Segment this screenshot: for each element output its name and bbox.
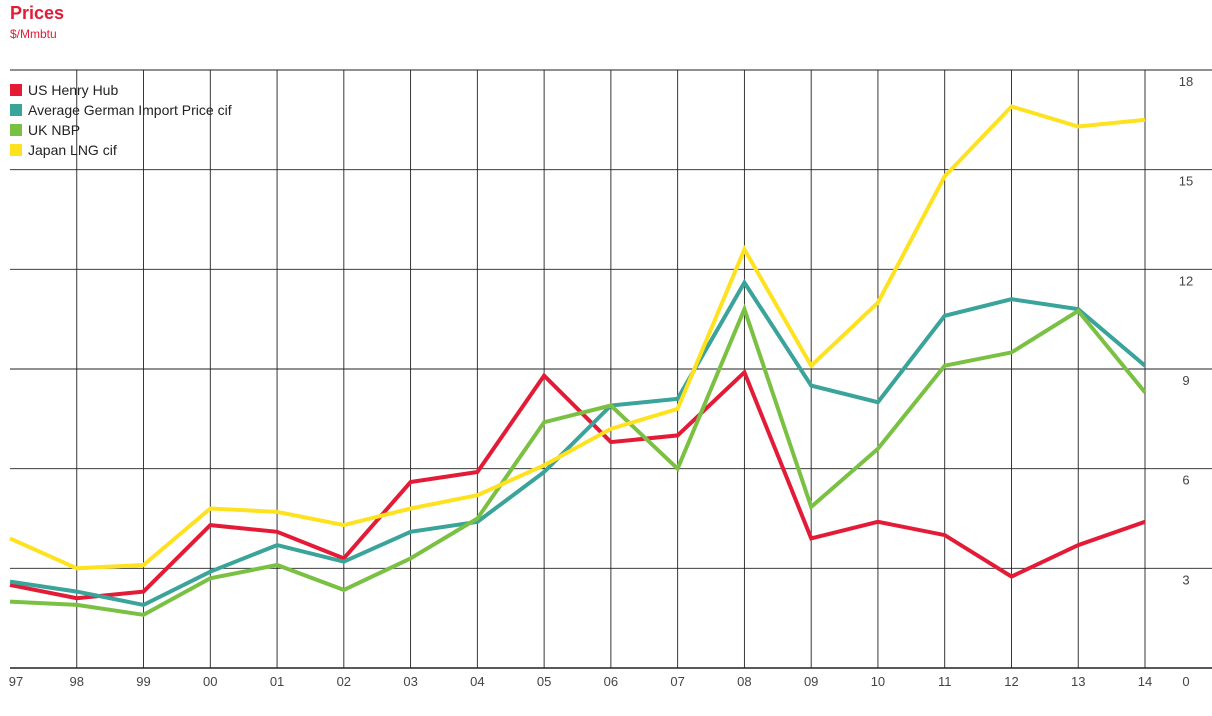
y-tick-label: 15 xyxy=(1179,174,1193,189)
grid-layer xyxy=(10,69,1212,669)
x-tick-label: 05 xyxy=(537,674,551,689)
x-tick-label: 13 xyxy=(1071,674,1085,689)
label-layer: 97 98 99 00 01 02 03 04 05 06 07 08 09 10 11 12 13 14 0369… xyxy=(9,74,1193,689)
x-tick-label: 08 xyxy=(737,674,751,689)
legend-swatch-1 xyxy=(10,104,22,116)
legend-item: US Henry Hub xyxy=(10,80,232,100)
y-tick-label: 3 xyxy=(1182,572,1189,587)
x-tick-label: 97 xyxy=(9,674,23,689)
x-tick-label: 09 xyxy=(804,674,818,689)
y-tick-label: 18 xyxy=(1179,74,1193,89)
legend-swatch-2 xyxy=(10,124,22,136)
x-tick-label: 11 xyxy=(938,674,952,689)
legend: US Henry Hub Average German Import Price… xyxy=(10,80,232,160)
legend-label: UK NBP xyxy=(28,122,81,138)
x-tick-label: 07 xyxy=(670,674,684,689)
x-tick-label: 04 xyxy=(470,674,484,689)
x-tick-label: 02 xyxy=(337,674,351,689)
x-tick-label: 00 xyxy=(203,674,217,689)
legend-item: UK NBP xyxy=(10,120,232,140)
series-layer xyxy=(9,104,1147,617)
x-tick-label: 10 xyxy=(871,674,885,689)
legend-item: Average German Import Price cif xyxy=(10,100,232,120)
x-tick-label: 03 xyxy=(403,674,417,689)
x-tick-label: 98 xyxy=(70,674,84,689)
legend-item: Japan LNG cif xyxy=(10,140,232,160)
chart-title: Prices xyxy=(10,3,65,23)
x-tick-label: 14 xyxy=(1138,674,1152,689)
legend-label: Average German Import Price cif xyxy=(28,102,232,118)
legend-label: US Henry Hub xyxy=(28,82,119,98)
series-line-1 xyxy=(9,278,1147,607)
chart-subtitle: $/Mmbtu xyxy=(10,27,57,41)
y-tick-label: 12 xyxy=(1179,273,1193,288)
y-tick-label: 9 xyxy=(1182,373,1189,388)
y-tick-label: 0 xyxy=(1182,674,1189,689)
legend-swatch-3 xyxy=(10,144,22,156)
legend-swatch-0 xyxy=(10,84,22,96)
series-line-0 xyxy=(9,368,1146,601)
y-tick-label: 6 xyxy=(1182,473,1189,488)
x-tick-label: 01 xyxy=(270,674,284,689)
x-tick-label: 99 xyxy=(136,674,150,689)
series-line-2 xyxy=(9,303,1147,617)
x-tick-label: 12 xyxy=(1004,674,1018,689)
series-line-3 xyxy=(9,104,1146,571)
x-tick-label: 06 xyxy=(604,674,618,689)
legend-label: Japan LNG cif xyxy=(28,142,117,158)
